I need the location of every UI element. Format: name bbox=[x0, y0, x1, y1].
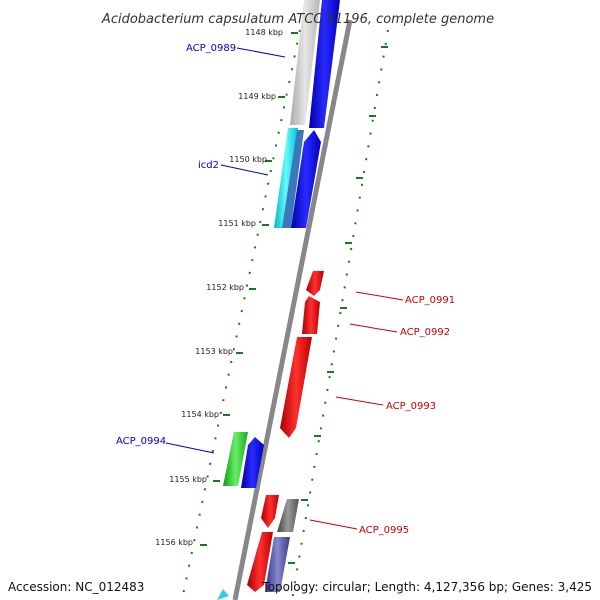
gene-label-acp-0994: ACP_0994 bbox=[116, 436, 166, 447]
gene-red-acp0992 bbox=[302, 296, 320, 334]
gene-label-icd2: icd2 bbox=[198, 160, 219, 171]
gene-label-group: ACP_0989 icd2 ACP_0991 ACP_0992 ACP_0993… bbox=[116, 43, 455, 536]
gene-cyan-2 bbox=[217, 589, 229, 600]
leader-acp-0989 bbox=[236, 47, 286, 58]
leader-acp-0991 bbox=[355, 291, 404, 301]
tick-label-1154: 1154 kbp bbox=[181, 410, 219, 419]
gene-darkgray bbox=[277, 499, 299, 532]
genome-backbone bbox=[232, 19, 353, 600]
gene-blue-2 bbox=[291, 130, 321, 228]
tick-label-1153: 1153 kbp bbox=[195, 347, 233, 356]
tick-label-1156: 1156 kbp bbox=[155, 538, 193, 547]
leader-icd2 bbox=[220, 164, 269, 176]
tick-label-1152: 1152 kbp bbox=[206, 283, 244, 292]
outer-tick-ring bbox=[291, 29, 389, 600]
gene-label-acp-0991: ACP_0991 bbox=[405, 295, 455, 306]
genome-title: Acidobacterium capsulatum ATCC 51196, co… bbox=[101, 12, 494, 27]
leader-acp-0994 bbox=[165, 442, 215, 454]
gene-label-acp-0992: ACP_0992 bbox=[400, 327, 450, 338]
gene-slate bbox=[265, 537, 290, 592]
tick-label-1148: 1148 kbp bbox=[245, 28, 283, 37]
gene-gray-1 bbox=[290, 0, 320, 125]
major-tick-marks bbox=[200, 32, 388, 564]
accession-label: Accession: NC_012483 bbox=[8, 580, 145, 594]
leader-acp-0992 bbox=[349, 323, 398, 333]
tick-label-1149: 1149 kbp bbox=[238, 92, 276, 101]
gene-red-acp0991 bbox=[306, 271, 324, 296]
gene-cyan-icd2 bbox=[274, 128, 298, 228]
gene-blue-3 bbox=[241, 437, 264, 488]
gene-red-acp0995 bbox=[261, 495, 279, 528]
gene-blue-1 bbox=[309, 0, 340, 128]
gene-features bbox=[217, 0, 340, 600]
tick-label-1155: 1155 kbp bbox=[169, 475, 207, 484]
inner-tick-ring bbox=[181, 29, 301, 600]
tick-label-1150: 1150 kbp bbox=[229, 155, 267, 164]
gene-steelblue bbox=[282, 130, 304, 228]
leader-acp-0993 bbox=[335, 396, 384, 406]
gene-label-acp-0989: ACP_0989 bbox=[186, 43, 236, 54]
topology-label: Topology: circular; Length: 4,127,356 bp… bbox=[262, 580, 592, 594]
leader-acp-0995 bbox=[309, 519, 358, 530]
gene-red-4 bbox=[247, 532, 273, 592]
gene-red-acp0993 bbox=[280, 337, 312, 438]
tick-label-1151: 1151 kbp bbox=[218, 219, 256, 228]
gene-label-acp-0993: ACP_0993 bbox=[386, 401, 436, 412]
gene-label-acp-0995: ACP_0995 bbox=[359, 525, 409, 536]
gene-green-acp0994 bbox=[223, 432, 248, 486]
